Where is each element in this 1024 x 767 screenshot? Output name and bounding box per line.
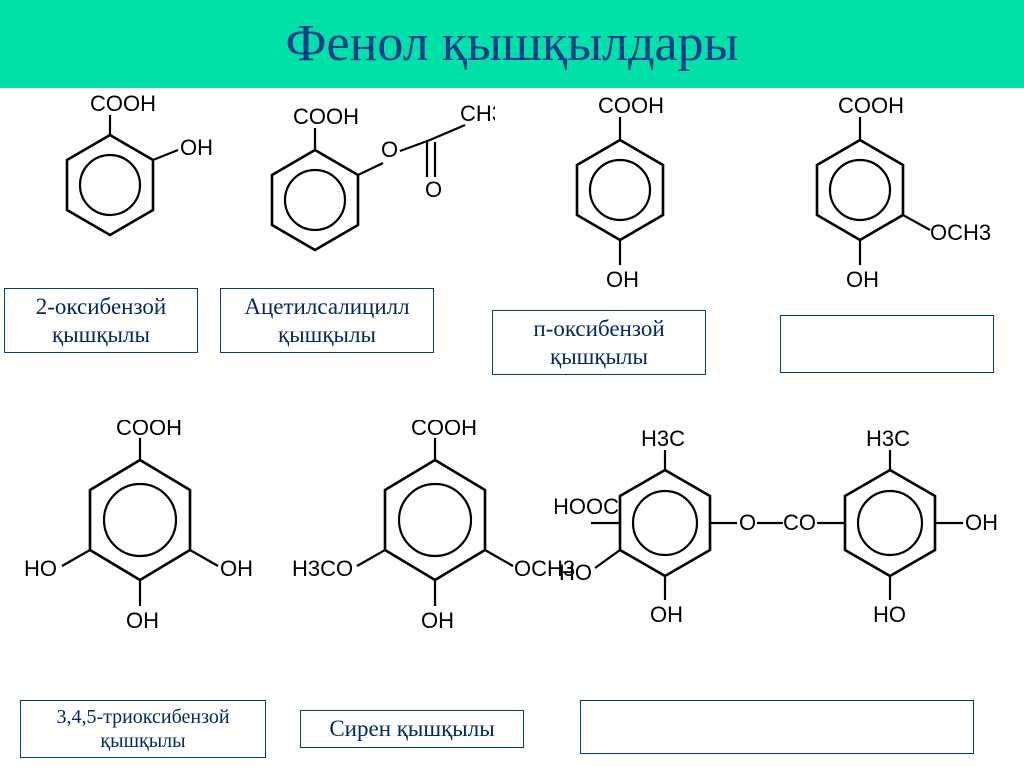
atom-o: O [425, 177, 442, 202]
slide-stage: Фенол қышқылдары COOH OH COOH O CH3 O [0, 0, 1024, 767]
atom-cooh: COOH [90, 95, 156, 116]
atom-oh: OH [126, 608, 159, 633]
label-syringic: Сирен қышқылы [300, 710, 524, 748]
structure-salicylic: COOH OH [20, 95, 230, 305]
structure-syringic: COOH H3CO OH OCH3 [290, 420, 590, 670]
atom-oh: OH [606, 267, 639, 292]
atom-ho: HO [559, 560, 592, 585]
structure-gallic: COOH HO OH OH [20, 420, 280, 670]
label-acetylsalicylic: Ацетилсалицилл қышқылы [220, 288, 434, 353]
atom-cooh: COOH [411, 420, 477, 440]
atom-cooh: COOH [116, 420, 182, 440]
label-salicylic: 2-оксибензой қышқылы [4, 288, 198, 353]
atom-ho: HO [873, 602, 906, 627]
atom-oh: OH [965, 510, 998, 535]
label-gallic-text: 3,4,5-триоксибензой қышқылы [27, 705, 259, 753]
atom-ch3: CH3 [460, 101, 495, 126]
label-gallic: 3,4,5-триоксибензой қышқылы [20, 700, 266, 758]
atom-oh: OH [421, 608, 454, 633]
atom-oh: OH [220, 556, 253, 581]
structure-vanillic: COOH OCH3 OH [770, 95, 1010, 325]
label-syringic-text: Сирен қышқылы [307, 715, 517, 743]
atom-h3c: H3C [866, 430, 910, 451]
label-para-hydroxy: п-оксибензой қышқылы [492, 310, 706, 375]
atom-h3c: H3C [641, 430, 685, 451]
structure-acetylsalicylic: COOH O CH3 O [235, 95, 495, 305]
atom-h3co: H3CO [292, 556, 353, 581]
atom-cooh: COOH [598, 95, 664, 118]
atom-ho: HO [24, 556, 57, 581]
atom-hooc: HOOC [555, 494, 619, 519]
structure-para-hydroxybenzoic: COOH OH [530, 95, 720, 325]
atom-oh: OH [846, 267, 879, 292]
atom-oh: OH [180, 135, 213, 160]
label-dimer-empty [580, 700, 974, 754]
atom-co: CO [783, 510, 816, 535]
label-acetylsalicylic-text: Ацетилсалицилл қышқылы [227, 293, 427, 348]
atom-o: O [739, 510, 756, 535]
title-bar: Фенол қышқылдары [0, 0, 1024, 88]
atom-o: O [381, 137, 398, 162]
atom-cooh: COOH [293, 104, 359, 129]
label-vanillic-empty [780, 315, 994, 373]
page-title: Фенол қышқылдары [285, 15, 738, 72]
label-salicylic-text: 2-оксибензой қышқылы [11, 293, 191, 348]
atom-oh: OH [650, 602, 683, 627]
atom-och3: OCH3 [930, 220, 991, 245]
label-para-hydroxy-text: п-оксибензой қышқылы [499, 315, 699, 370]
structure-dimer: H3C HOOC HO OH O CO H3C OH HO [555, 430, 1024, 690]
atom-cooh: COOH [838, 95, 904, 118]
